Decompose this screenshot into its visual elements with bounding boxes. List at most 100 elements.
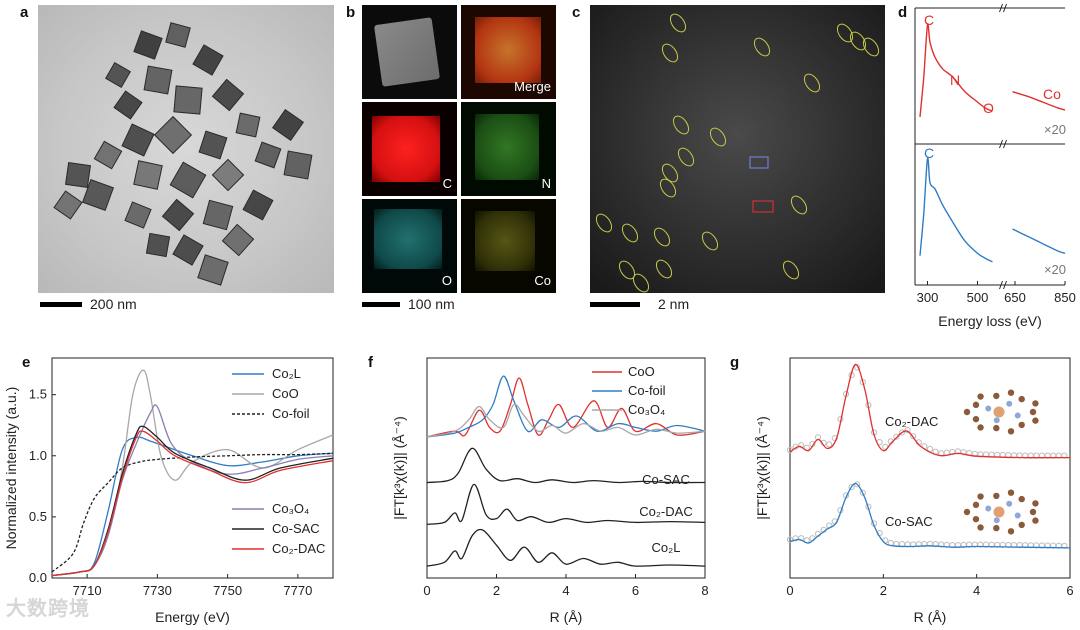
- atom-marker: [849, 31, 867, 51]
- spectrum-line-x20: [1012, 91, 1066, 111]
- axis-break: [1003, 139, 1007, 149]
- edge-label: C: [924, 12, 934, 28]
- nanocube: [221, 223, 255, 257]
- exafs-chart: 0 2 4 6 8 R (Å) |FT[k³χ(k)]| (Å⁻⁴) CoO Co-foil Co…: [391, 357, 709, 625]
- nitrogen-atom: [985, 505, 992, 512]
- scale-label-c: 2 nm: [658, 296, 690, 312]
- data-point: [798, 535, 805, 542]
- panel-e-letter: e: [22, 354, 31, 371]
- nanocube: [271, 108, 305, 142]
- xanes-chart: 7710 7730 7750 7770 0.0 0.5 1.0 1.5 Energy (eV) N…: [3, 357, 334, 625]
- atom-marker: [618, 260, 636, 280]
- nanocube: [113, 90, 143, 120]
- scalebar-a: [40, 302, 82, 307]
- atom-marker: [595, 213, 613, 233]
- nanocube: [192, 44, 224, 76]
- edge-label: N: [950, 72, 960, 88]
- series-line: [426, 375, 706, 438]
- x-tick-label: 7770: [283, 583, 312, 598]
- axis-break: [999, 139, 1003, 149]
- fit-line: [789, 482, 1071, 549]
- atom-marker: [632, 273, 650, 293]
- x-tick-label: 650: [1004, 290, 1026, 305]
- nanocube: [169, 161, 207, 199]
- axis-break: [1003, 3, 1007, 13]
- cobalt-atom: [993, 406, 1005, 418]
- series-line: [426, 447, 706, 484]
- nanocube: [153, 115, 193, 155]
- carbon-atom: [993, 492, 1000, 500]
- oxygen-label: O: [441, 273, 452, 288]
- data-point: [904, 426, 911, 434]
- atom-marker: [862, 37, 880, 57]
- data-point: [960, 449, 967, 456]
- carbon-atom: [977, 424, 984, 431]
- x-tick-label: 850: [1054, 290, 1076, 305]
- x-axis-label: Energy (eV): [155, 609, 230, 625]
- x-tick-label: 500: [967, 290, 989, 305]
- axis-break: [1003, 280, 1007, 290]
- atom-marker: [659, 178, 677, 198]
- x-tick-label: 0: [786, 583, 793, 598]
- legend-label: Co-foil: [272, 406, 310, 421]
- nanocube: [105, 62, 131, 88]
- plot-frame: [51, 357, 334, 579]
- scalebar-b: [362, 302, 400, 307]
- atom-marker: [669, 13, 687, 33]
- spectrum-line: [919, 23, 993, 118]
- carbon-atom: [1007, 389, 1015, 396]
- x-tick-label: 8: [701, 583, 708, 598]
- dac-structure: [963, 389, 1039, 435]
- nanocube: [53, 190, 83, 220]
- y-tick-label: 0.5: [29, 509, 47, 524]
- cube-image: [373, 17, 441, 87]
- atom-marker: [655, 259, 673, 279]
- series-line: [426, 483, 706, 525]
- edge-label: O: [983, 100, 994, 116]
- data-point: [859, 489, 866, 496]
- nanocube: [254, 141, 282, 169]
- y-axis-label: |FT[k³χ(k)]| (Å⁻⁴): [754, 416, 770, 519]
- panel-b-letter: b: [346, 4, 356, 21]
- cobalt-tile: Co: [461, 199, 556, 293]
- carbon-atom: [1007, 528, 1015, 535]
- carbon-atom: [977, 393, 984, 400]
- eds-mapping-grid: Merge C N O Co: [362, 5, 556, 293]
- series-label: Co₂-DAC: [639, 504, 692, 519]
- nitrogen-atom: [1014, 512, 1021, 519]
- atom-marker: [672, 115, 690, 135]
- carbon-label: C: [442, 176, 452, 191]
- oxygen-tile: O: [362, 199, 457, 293]
- nitrogen-atom: [1014, 412, 1021, 419]
- exafs-fit-chart: 0 2 4 6 R (Å) |FT[k³χ(k)]| (Å⁻⁴) Co₂-DAC Co-SAC: [754, 357, 1074, 625]
- carbon-atom: [993, 424, 1000, 432]
- nanocube: [65, 162, 91, 188]
- carbon-atom: [1018, 421, 1025, 429]
- nanocube: [197, 254, 229, 286]
- series-line: [426, 403, 706, 438]
- series-label: Co₂L: [652, 540, 681, 555]
- atom-marker: [661, 163, 679, 183]
- tem-micrograph: [38, 5, 334, 293]
- nanocube: [133, 160, 163, 190]
- series-line: [426, 528, 706, 567]
- carbon-atom: [1032, 517, 1039, 524]
- spectrum-line-x20: [1012, 228, 1066, 254]
- carbon-atom: [1018, 495, 1025, 503]
- atom-marker: [661, 43, 679, 63]
- carbon-atom: [972, 515, 980, 523]
- x-tick-label: 0: [423, 583, 430, 598]
- atom-marker: [836, 23, 854, 43]
- x-tick-label: 4: [973, 583, 980, 598]
- nitrogen-atom: [1006, 500, 1013, 507]
- nanocube: [283, 150, 313, 180]
- nanocube: [235, 112, 261, 138]
- carbon-atom: [1007, 428, 1015, 435]
- spectrum-line: [919, 157, 993, 263]
- series-line: [51, 452, 334, 573]
- nanocube: [211, 78, 245, 112]
- eels-chart: 300 500 650 850 Energy loss (eV) C N O Co ×20 C ×20: [914, 3, 1076, 329]
- sac-structure: [963, 489, 1039, 535]
- scale-label-a: 200 nm: [90, 296, 137, 312]
- data-point: [798, 442, 805, 449]
